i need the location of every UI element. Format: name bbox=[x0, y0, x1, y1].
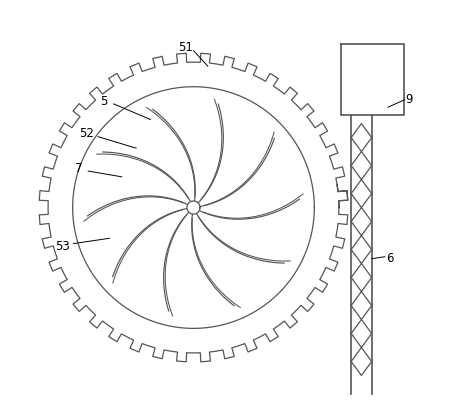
Text: 7: 7 bbox=[75, 162, 83, 175]
Text: 51: 51 bbox=[178, 41, 193, 54]
Text: 5: 5 bbox=[100, 95, 107, 108]
Text: 52: 52 bbox=[79, 127, 95, 140]
Text: 53: 53 bbox=[55, 240, 70, 253]
Text: 6: 6 bbox=[386, 252, 394, 265]
Text: 9: 9 bbox=[405, 92, 412, 106]
